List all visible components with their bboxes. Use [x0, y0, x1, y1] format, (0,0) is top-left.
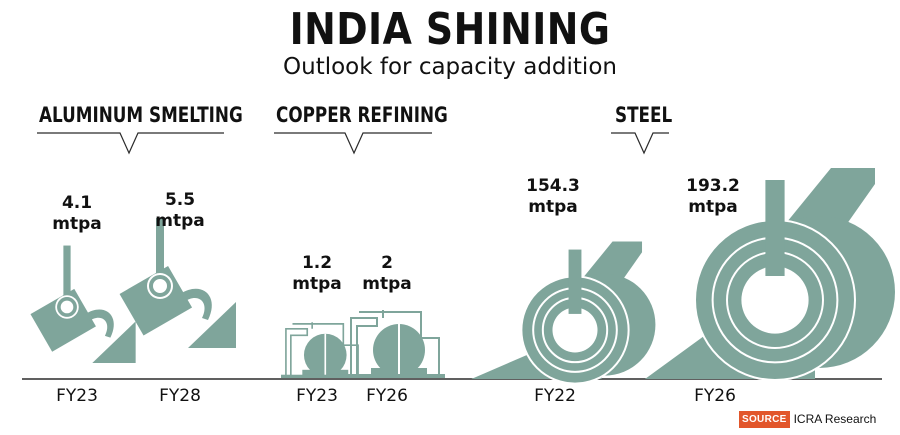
ladle-mark-fy28: [119, 218, 236, 348]
category-label-aluminum-fy28: FY28: [159, 386, 201, 406]
category-label-copper-fy26: FY26: [366, 386, 408, 406]
section-rule-steel: [611, 132, 669, 155]
refinery-mark-fy23: [281, 322, 363, 378]
value-unit: mtpa: [528, 197, 578, 217]
value-label-steel-fy26: 193.2 mtpa: [673, 176, 753, 218]
coil-core: [741, 266, 809, 334]
value-label-aluminum-fy23: 4.1 mtpa: [37, 193, 117, 235]
value-number: 5.5: [164, 190, 196, 210]
value-number: 2: [381, 253, 393, 273]
ladle-body: [30, 288, 96, 352]
pipe-left: [350, 317, 378, 377]
value-unit: mtpa: [362, 274, 412, 294]
value-label-steel-fy22: 154.3 mtpa: [513, 176, 593, 218]
pipe-left: [285, 327, 309, 378]
value-number: 1.2: [301, 253, 333, 273]
pipe-top: [292, 322, 345, 346]
refinery-floor: [281, 374, 363, 378]
value-label-aluminum-fy28: 5.5 mtpa: [140, 190, 220, 232]
ladle-pour: [85, 309, 114, 338]
value-number: 193.2: [686, 176, 740, 196]
value-number: 4.1: [61, 193, 93, 213]
section-rule-aluminum: [37, 132, 224, 155]
coil-hook: [765, 180, 785, 276]
source-note: SOURCE ICRA Research: [739, 411, 876, 428]
coil-mark-fy26: [645, 168, 895, 381]
ladle-mark-fy23: [30, 245, 136, 363]
coil-hook: [568, 249, 582, 314]
category-label-aluminum-fy23: FY23: [56, 386, 98, 406]
chart-subtitle: Outlook for capacity addition: [283, 54, 617, 80]
coil-mark-fy22: [471, 241, 656, 385]
ingot-pile: [92, 321, 136, 363]
pipe-top: [359, 310, 422, 338]
pipe-right: [343, 344, 359, 377]
refinery-floor: [345, 374, 445, 378]
ladle-body: [119, 265, 193, 336]
value-unit: mtpa: [292, 274, 342, 294]
category-label-steel-fy22: FY22: [534, 386, 576, 406]
ladle-ring: [57, 297, 77, 317]
value-unit: mtpa: [52, 214, 102, 234]
coil-core: [552, 307, 598, 353]
category-label-copper-fy23: FY23: [296, 386, 338, 406]
value-label-copper-fy26: 2 mtpa: [347, 253, 427, 295]
source-text: ICRA Research: [793, 412, 877, 426]
value-number: 154.3: [526, 176, 580, 196]
section-label-aluminum: ALUMINUM SMELTING: [39, 103, 243, 127]
ingot-pile: [188, 302, 236, 348]
value-unit: mtpa: [688, 197, 738, 217]
source-tag: SOURCE: [739, 411, 790, 428]
section-label-copper: COPPER REFINING: [276, 103, 448, 127]
pipe-right: [421, 337, 440, 376]
section-label-steel: STEEL: [615, 103, 673, 127]
category-label-steel-fy26: FY26: [694, 386, 736, 406]
ladle-ring: [149, 275, 171, 297]
section-rule-copper: [274, 132, 432, 155]
ladle-pour: [180, 288, 212, 320]
value-unit: mtpa: [155, 211, 205, 231]
chart-title: INDIA SHINING: [289, 4, 611, 55]
ladle-arm: [156, 218, 164, 280]
refinery-mark-fy26: [345, 310, 445, 378]
value-label-copper-fy23: 1.2 mtpa: [277, 253, 357, 295]
ladle-arm: [63, 245, 71, 302]
